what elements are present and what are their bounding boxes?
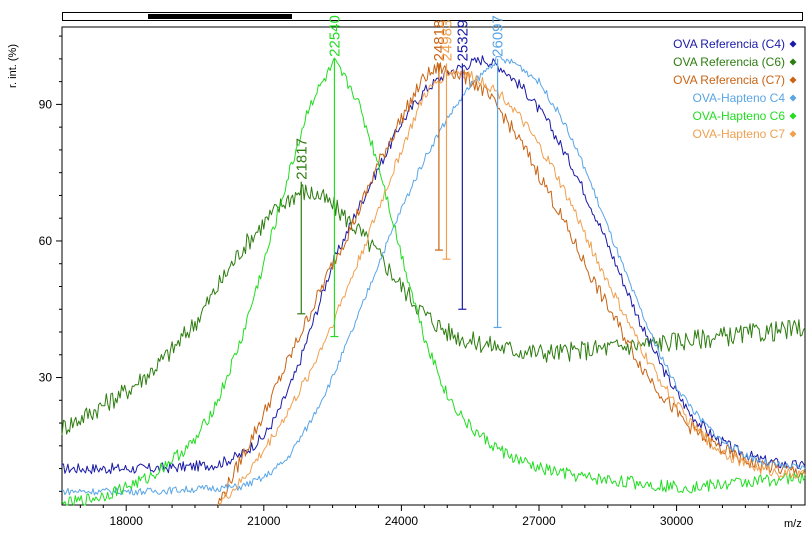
x-tick-label: 30000 bbox=[660, 514, 694, 528]
y-tick-label: 30 bbox=[39, 371, 53, 385]
peak-label: 22540 bbox=[326, 15, 343, 57]
legend-marker-icon bbox=[789, 76, 797, 84]
series-line bbox=[61, 55, 806, 496]
peak-label: 21817 bbox=[293, 138, 310, 180]
y-tick-label: 60 bbox=[39, 234, 53, 248]
y-axis-title: r. int. (%) bbox=[7, 44, 19, 88]
y-axis: 30 60 90 bbox=[39, 35, 62, 492]
series-line bbox=[217, 69, 806, 506]
x-tick-label: 18000 bbox=[110, 514, 144, 528]
legend: OVA Referencia (C4) OVA Referencia (C6) OV… bbox=[673, 37, 797, 141]
scrollbar-thumb[interactable] bbox=[148, 14, 292, 19]
legend-marker-icon bbox=[789, 40, 797, 48]
legend-label: OVA-Hapteno C4 bbox=[693, 91, 786, 105]
series-line bbox=[217, 62, 806, 506]
series-line bbox=[61, 57, 806, 506]
y-tick-label: 90 bbox=[39, 97, 53, 111]
horizontal-scrollbar[interactable] bbox=[62, 12, 803, 21]
series-line bbox=[61, 55, 806, 475]
legend-label: OVA-Hapteno C7 bbox=[693, 127, 786, 141]
peak-label: 26097 bbox=[490, 15, 507, 57]
legend-marker-icon bbox=[789, 94, 797, 102]
peak-label: 25329 bbox=[454, 20, 471, 62]
peak-label: 24818 bbox=[431, 20, 448, 62]
x-axis-title: m/z bbox=[784, 518, 802, 530]
x-tick-label: 27000 bbox=[522, 514, 556, 528]
legend-marker-icon bbox=[789, 130, 797, 138]
legend-label: OVA Referencia (C6) bbox=[673, 55, 785, 69]
legend-label: OVA Referencia (C7) bbox=[673, 73, 785, 87]
x-tick-label: 24000 bbox=[385, 514, 419, 528]
series-line bbox=[61, 184, 806, 436]
plot-frame bbox=[61, 26, 806, 506]
legend-label: OVA Referencia (C4) bbox=[673, 37, 785, 51]
legend-marker-icon bbox=[789, 112, 797, 120]
series-layer bbox=[61, 55, 806, 506]
legend-label: OVA-Hapteno C6 bbox=[693, 109, 786, 123]
x-tick-label: 21000 bbox=[247, 514, 281, 528]
legend-marker-icon bbox=[789, 58, 797, 66]
x-axis: 18000 21000 24000 27000 30000 bbox=[79, 505, 792, 528]
peak-label: 24983 bbox=[438, 20, 455, 62]
